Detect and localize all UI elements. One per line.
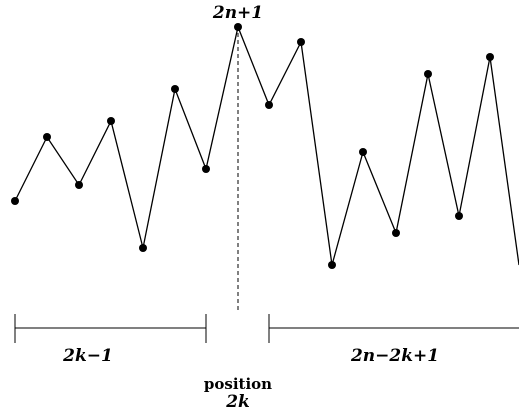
point: [139, 244, 147, 252]
left-interval-bracket: [14, 314, 207, 343]
position-label: position: [204, 375, 272, 393]
left-segment-label: 2k−1: [62, 346, 113, 366]
point: [265, 101, 273, 109]
point: [11, 197, 19, 205]
right-interval-bracket: [268, 314, 519, 343]
peak-label: 2n+1: [212, 3, 263, 23]
point: [486, 53, 494, 61]
point: [171, 85, 179, 93]
point: [424, 70, 432, 78]
point: [392, 229, 400, 237]
point: [107, 117, 115, 125]
right-segment-label: 2n−2k+1: [350, 346, 439, 366]
peak-point: [234, 23, 242, 31]
point: [297, 38, 305, 46]
point: [455, 212, 463, 220]
zigzag-points: [11, 23, 494, 269]
point: [359, 148, 367, 156]
point: [43, 133, 51, 141]
point: [202, 165, 210, 173]
position-value: 2k: [225, 392, 250, 412]
point: [328, 261, 336, 269]
point: [75, 181, 83, 189]
zigzag-line: [14, 24, 519, 266]
